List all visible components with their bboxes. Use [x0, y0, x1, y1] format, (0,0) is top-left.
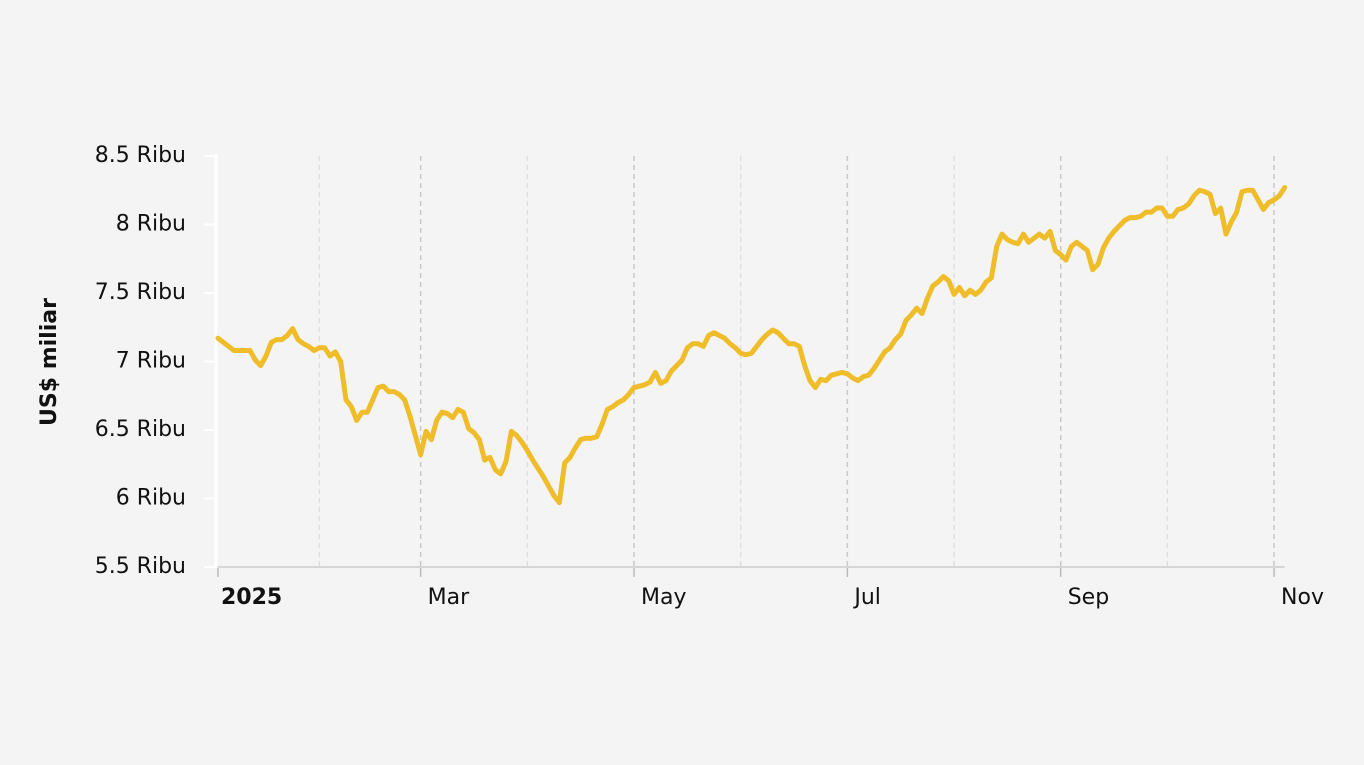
x-tick-label: Jul	[852, 585, 881, 610]
x-tick-label: 2025	[221, 585, 282, 610]
x-tick-label: Sep	[1068, 585, 1109, 610]
y-tick-label: 8 Ribu	[116, 212, 186, 237]
y-tick-label: 7.5 Ribu	[95, 280, 186, 305]
y-tick-label: 6.5 Ribu	[95, 417, 186, 442]
x-tick-label: Mar	[428, 585, 470, 610]
y-tick-label: 5.5 Ribu	[95, 554, 186, 579]
y-tick-label: 8.5 Ribu	[95, 143, 186, 168]
x-tick-label: Nov	[1281, 585, 1324, 610]
y-tick-label: 6 Ribu	[116, 486, 186, 511]
data-line	[215, 185, 1288, 506]
y-tick-label: 7 Ribu	[116, 349, 186, 374]
y-axis-title: US$ miliar	[37, 298, 62, 426]
x-tick-label: May	[641, 585, 686, 610]
